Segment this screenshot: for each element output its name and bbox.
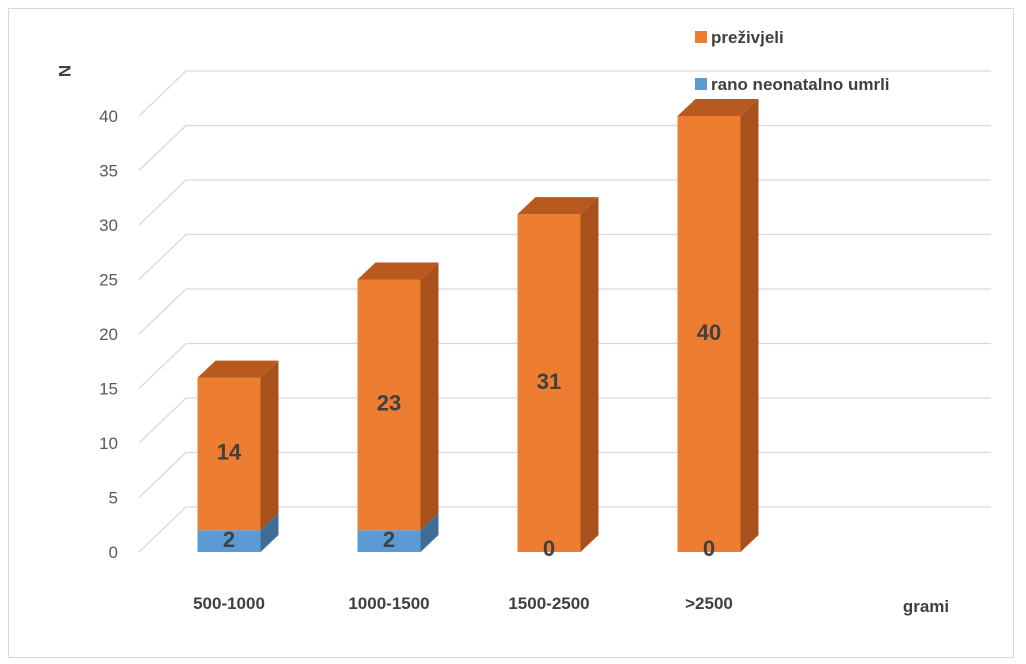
bar-stack: 0 40 — [677, 99, 759, 561]
legend: preživjeli rano neonatalno umrli — [695, 28, 890, 94]
gridline — [138, 70, 991, 117]
data-label: 2 — [383, 527, 395, 552]
data-label: 40 — [697, 320, 721, 345]
bar-side — [420, 513, 439, 552]
data-label: 14 — [217, 440, 242, 465]
bar-top — [677, 99, 759, 116]
bar-front — [197, 377, 261, 531]
legend-label-rano-neonatalno-umrli: rano neonatalno umrli — [711, 75, 890, 94]
bar-top — [357, 262, 439, 280]
y-tick-label: 10 — [99, 434, 118, 453]
bar-top — [517, 197, 599, 215]
x-tick-label: 500-1000 — [193, 594, 265, 613]
bar-top — [197, 360, 279, 378]
y-tick-label: 30 — [99, 216, 118, 235]
y-tick-label: 35 — [99, 162, 118, 181]
y-tick-label: 0 — [109, 543, 118, 562]
x-axis-ticks: 500-1000 1000-1500 1500-2500 >2500 — [193, 594, 733, 613]
chart-canvas: 0 5 10 15 20 25 30 35 40 2 14 2 23 0 31 0 40 500-1000 10… — [55, 28, 991, 616]
bar-front — [357, 530, 421, 552]
y-tick-label: 25 — [99, 271, 118, 290]
legend-label-prezivjeli: preživjeli — [711, 28, 784, 47]
legend-swatch-rano-neonatalno-umrli — [695, 78, 707, 90]
data-label: 23 — [377, 391, 401, 416]
data-label: 31 — [537, 369, 561, 394]
chart-frame: 0 5 10 15 20 25 30 35 40 2 14 2 23 0 31 0 40 500-1000 10… — [8, 8, 1014, 658]
bar-side — [260, 513, 279, 552]
x-tick-label: 1500-2500 — [508, 594, 589, 613]
legend-item-prezivjeli: preživjeli — [695, 28, 784, 47]
y-axis-ticks: 0 5 10 15 20 25 30 35 40 — [99, 107, 118, 562]
bar-side — [420, 262, 439, 531]
bar-front — [677, 116, 741, 552]
bar-side — [580, 197, 599, 552]
x-axis-title: grami — [903, 597, 949, 616]
bar-stack: 0 31 — [517, 197, 599, 561]
bar-stack: 2 23 — [357, 262, 439, 552]
bars: 2 14 2 23 0 31 0 40 — [197, 99, 759, 561]
gridlines — [138, 70, 991, 553]
y-tick-label: 15 — [99, 380, 118, 399]
y-tick-label: 5 — [109, 489, 118, 508]
bar-front — [197, 530, 261, 552]
bar-front — [517, 214, 581, 552]
y-axis-title: N — [55, 65, 74, 77]
bar-side — [260, 360, 279, 531]
y-tick-label: 40 — [99, 107, 118, 126]
bar-front — [357, 279, 421, 531]
x-tick-label: 1000-1500 — [348, 594, 429, 613]
bar-stack: 2 14 — [197, 360, 279, 552]
legend-item-rano-neonatalno-umrli: rano neonatalno umrli — [695, 75, 890, 94]
data-label: 2 — [223, 527, 235, 552]
data-label: 0 — [703, 536, 715, 561]
gridline — [138, 124, 991, 171]
bar-side — [740, 99, 759, 552]
y-tick-label: 20 — [99, 325, 118, 344]
data-label: 0 — [543, 536, 555, 561]
x-tick-label: >2500 — [685, 594, 733, 613]
legend-swatch-prezivjeli — [695, 31, 707, 43]
